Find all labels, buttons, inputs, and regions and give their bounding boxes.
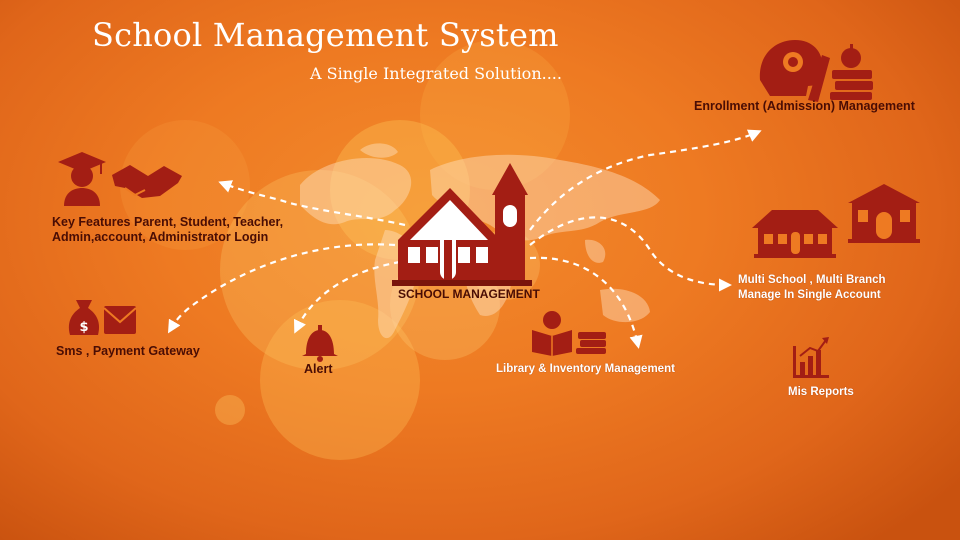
school-building-center-icon <box>392 163 532 286</box>
enrollment-label: Enrollment (Admission) Management <box>694 99 915 113</box>
school-house-icon <box>848 184 920 243</box>
key-features-label: Key Features Parent, Student, Teacher, A… <box>52 215 283 245</box>
money-bag-icon: $ <box>68 300 100 335</box>
reading-student-icon <box>532 311 572 356</box>
multi-school-label: Multi School , Multi Branch Manage In Si… <box>738 273 886 303</box>
book-stack-icon <box>576 332 606 354</box>
arrow-to-multi-school <box>529 216 732 292</box>
bokeh-circle <box>420 40 570 190</box>
handshake-icon <box>112 165 182 198</box>
sms-label: Sms , Payment Gateway <box>56 344 200 358</box>
school-building-icon <box>752 210 838 258</box>
page-subtitle: A Single Integrated Solution.... <box>310 64 562 83</box>
mis-label: Mis Reports <box>788 386 854 398</box>
bell-icon <box>302 325 338 362</box>
center-label: SCHOOL MANAGEMENT <box>398 287 540 301</box>
head-gear-icon <box>759 40 823 96</box>
books-apple-icon <box>808 44 873 102</box>
arrow-to-enrollment <box>529 129 762 231</box>
envelope-icon <box>103 306 137 334</box>
key-features-line1: Key Features Parent, Student, Teacher, <box>52 215 284 229</box>
connector-arrows <box>168 129 762 349</box>
bokeh-circle <box>215 395 245 425</box>
multi-school-line1: Multi School , Multi Branch <box>738 274 886 286</box>
graduate-icon <box>58 152 106 206</box>
arrow-to-library <box>529 256 643 349</box>
page-title: School Management System <box>92 16 559 54</box>
arrow-to-key-features <box>218 180 406 227</box>
arrow-to-alert <box>294 260 401 334</box>
arrow-to-sms <box>168 243 396 334</box>
svg-text:$: $ <box>79 320 88 335</box>
multi-school-line2: Manage In Single Account <box>738 289 881 301</box>
library-label: Library & Inventory Management <box>496 363 675 375</box>
bar-chart-icon <box>793 337 829 378</box>
key-features-line2: Admin,account, Administrator Login <box>52 230 269 244</box>
bokeh-circle <box>260 300 420 460</box>
alert-label: Alert <box>304 362 333 376</box>
